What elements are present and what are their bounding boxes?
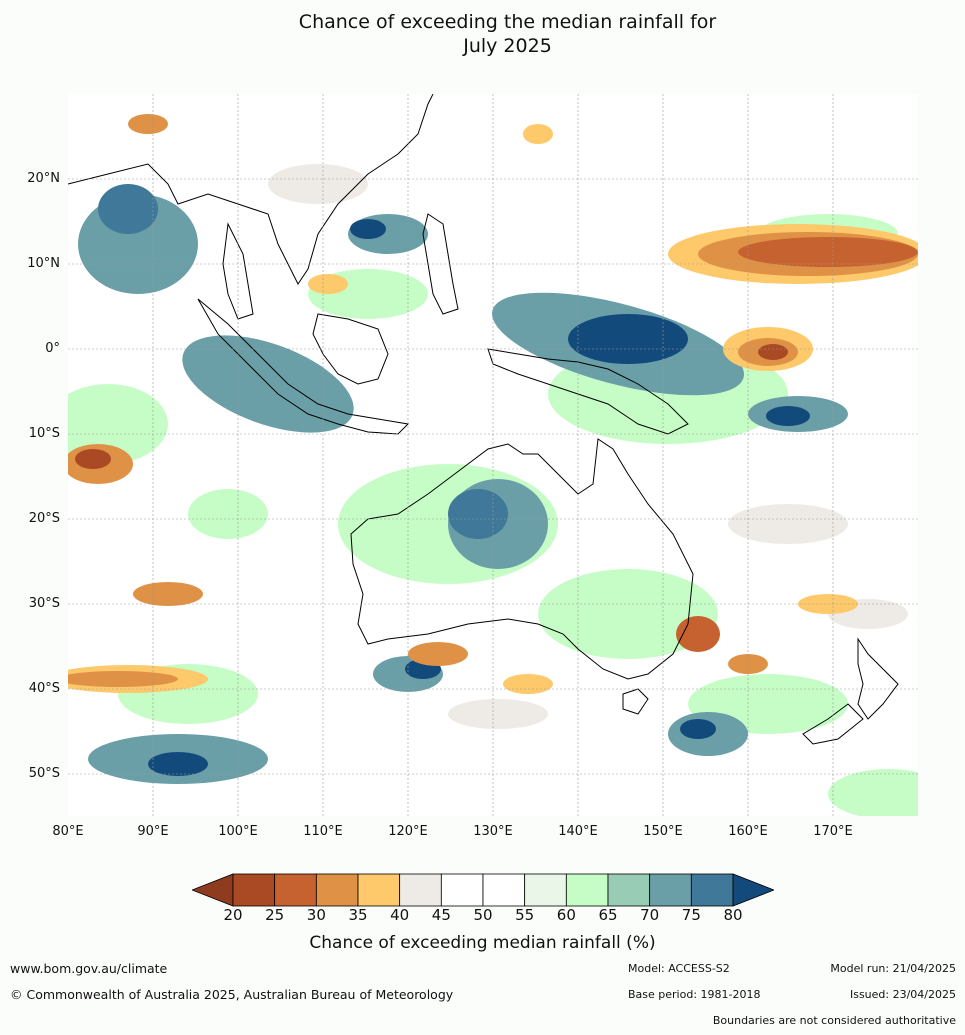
colorbar-svg	[190, 873, 776, 907]
colorbar-tick-label: 65	[598, 906, 618, 924]
colorbar-tick-label: 70	[640, 906, 660, 924]
lon-label-150e: 150°E	[643, 824, 683, 839]
colorbar	[190, 873, 776, 907]
lon-label-100e: 100°E	[218, 824, 258, 839]
colorbar-label: Chance of exceeding median rainfall (%)	[309, 933, 656, 953]
colorbar-tick-label: 55	[515, 906, 535, 924]
colorbar-segment	[399, 873, 442, 907]
graticule	[68, 94, 918, 816]
coastlines	[68, 94, 899, 745]
lon-label-120e: 120°E	[388, 824, 428, 839]
colorbar-tick-label: 20	[223, 906, 243, 924]
colorbar-segment	[565, 873, 609, 907]
model-run: Model run: 21/04/2025	[830, 962, 956, 975]
colorbar-tick-label: 75	[681, 906, 701, 924]
colorbar-tick-label: 25	[265, 906, 285, 924]
colorbar-segment	[315, 873, 359, 907]
colorbar-segment	[274, 873, 317, 907]
colorbar-segment	[440, 873, 484, 907]
issued-date: Issued: 23/04/2025	[849, 988, 956, 1001]
base-period: Base period: 1981-2018	[628, 988, 761, 1001]
map-svg	[68, 94, 918, 816]
map-title: Chance of exceeding the median rainfall …	[0, 10, 965, 58]
colorbar-tick-label: 80	[723, 906, 743, 924]
colorbar-tick-label: 60	[556, 906, 576, 924]
colorbar-segment	[690, 873, 734, 907]
rainfall-map	[68, 94, 918, 816]
lon-label-160e: 160°E	[728, 824, 768, 839]
colorbar-segment	[524, 873, 567, 907]
colorbar-segment	[607, 873, 651, 907]
colorbar-segment	[232, 873, 276, 907]
probability-blobs	[68, 114, 918, 816]
website-link[interactable]: www.bom.gov.au/climate	[10, 961, 168, 976]
lon-label-80e: 80°E	[52, 824, 84, 839]
lat-label-10n: 10°N	[27, 256, 60, 271]
colorbar-tick-label: 30	[306, 906, 326, 924]
lon-label-90e: 90°E	[137, 824, 169, 839]
lon-label-130e: 130°E	[473, 824, 513, 839]
lat-label-20n: 20°N	[27, 171, 60, 186]
title-line-1: Chance of exceeding the median rainfall …	[298, 11, 717, 33]
lon-label-170e: 170°E	[813, 824, 853, 839]
colorbar-arrow-high	[732, 873, 776, 907]
colorbar-segment	[482, 873, 526, 907]
colorbar-tick-label: 35	[348, 906, 368, 924]
copyright: © Commonwealth of Australia 2025, Austra…	[10, 987, 454, 1002]
lat-label-50s: 50°S	[28, 766, 60, 781]
lat-label-0: 0°	[45, 341, 60, 356]
colorbar-segment	[649, 873, 692, 907]
model-name: Model: ACCESS-S2	[628, 962, 730, 975]
lat-label-10s: 10°S	[28, 426, 60, 441]
lat-label-20s: 20°S	[28, 511, 60, 526]
lat-label-40s: 40°S	[28, 681, 60, 696]
colorbar-arrow-low	[190, 873, 234, 907]
boundaries-disclaimer: Boundaries are not considered authoritat…	[712, 1014, 956, 1027]
colorbar-segment	[357, 873, 401, 907]
colorbar-tick-label: 50	[473, 906, 493, 924]
colorbar-tick-label: 45	[431, 906, 451, 924]
lat-label-30s: 30°S	[28, 596, 60, 611]
title-line-2: July 2025	[463, 35, 552, 57]
colorbar-tick-label: 40	[390, 906, 410, 924]
lon-label-140e: 140°E	[558, 824, 598, 839]
lon-label-110e: 110°E	[303, 824, 343, 839]
